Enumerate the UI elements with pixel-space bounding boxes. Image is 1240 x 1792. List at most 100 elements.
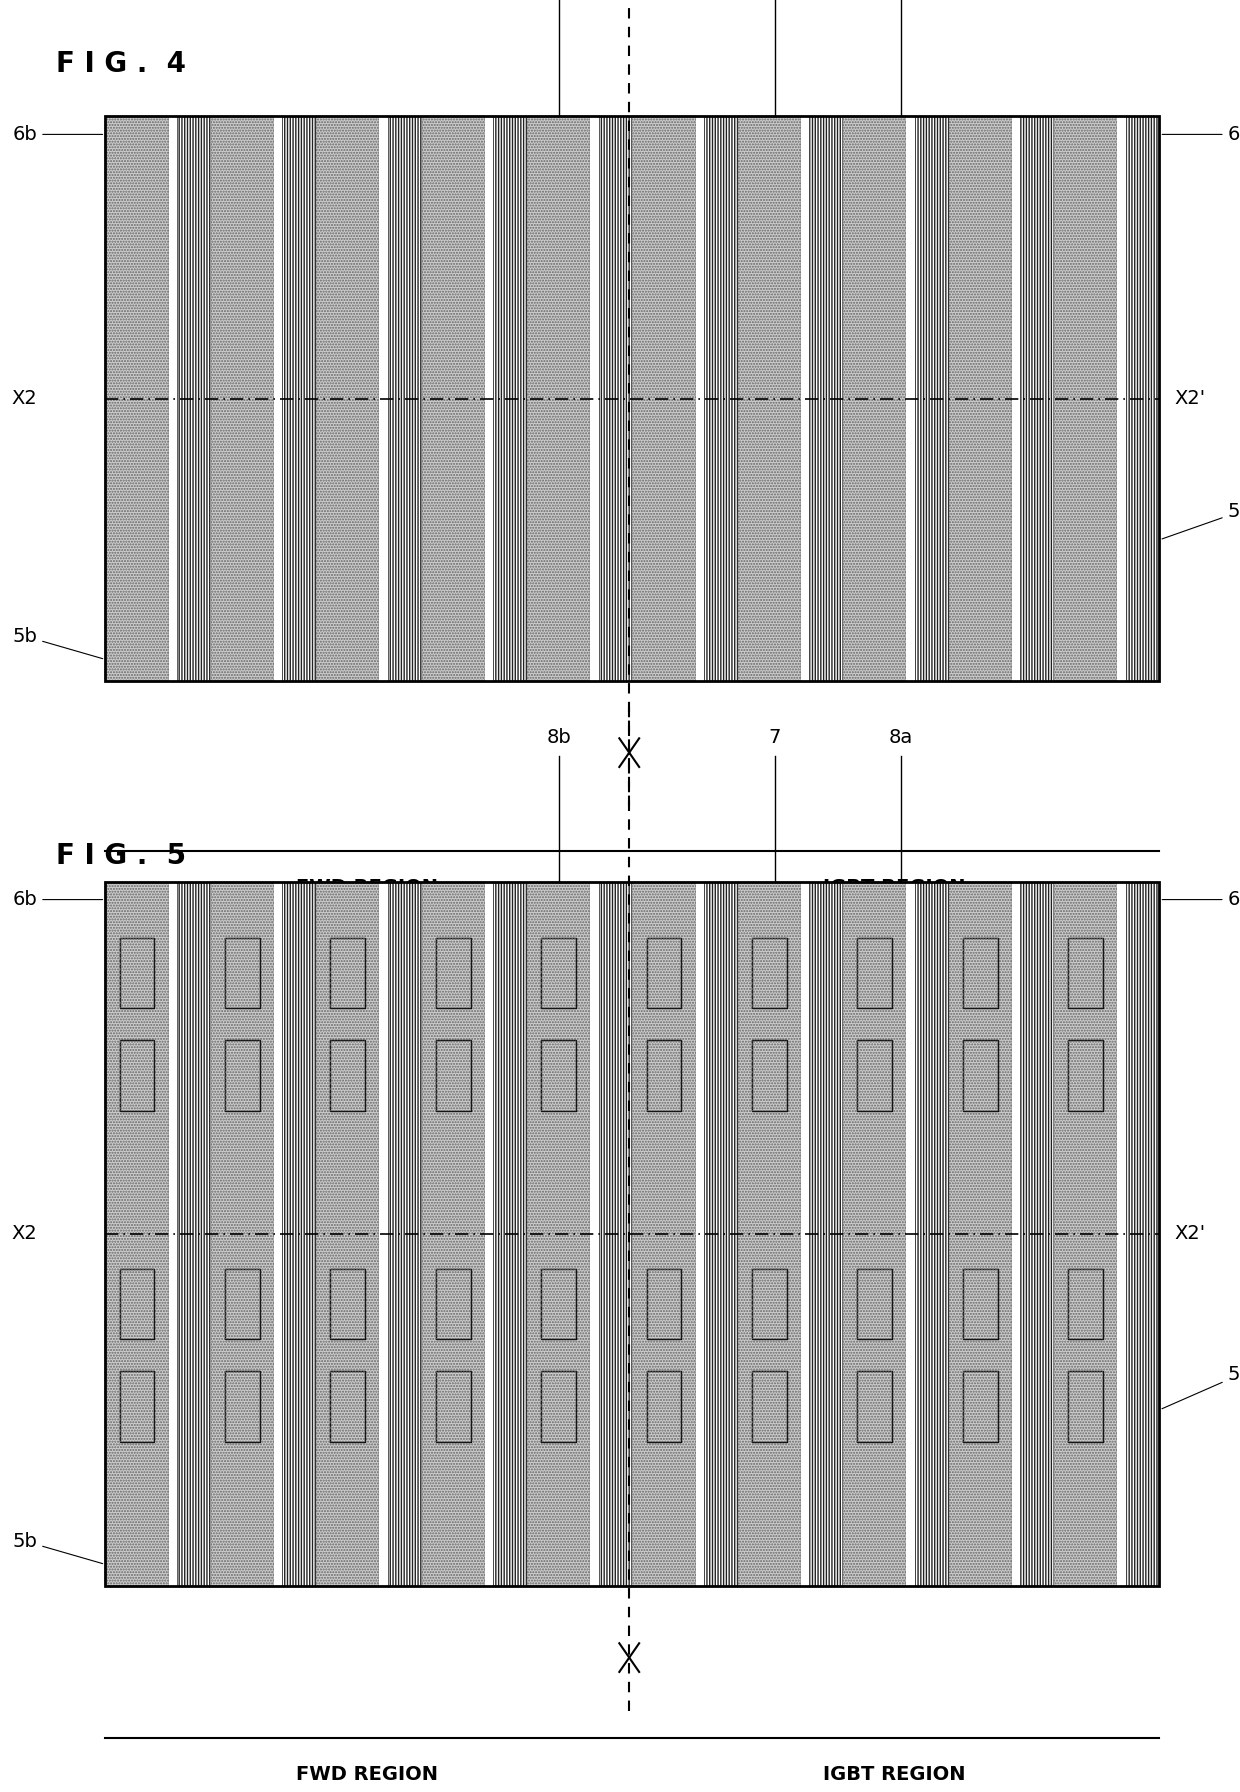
- Bar: [119, 1039, 155, 1111]
- Bar: [177, 116, 211, 681]
- Bar: [283, 116, 316, 681]
- Text: 8a: 8a: [889, 728, 914, 747]
- Bar: [1126, 116, 1159, 681]
- Bar: [422, 882, 485, 1586]
- Bar: [541, 1039, 577, 1111]
- Bar: [962, 1039, 998, 1111]
- Bar: [915, 882, 949, 1586]
- Bar: [646, 937, 682, 1009]
- Bar: [494, 882, 527, 1586]
- Bar: [224, 1269, 260, 1339]
- Bar: [224, 1371, 260, 1441]
- Text: 5b: 5b: [12, 1532, 103, 1564]
- Bar: [704, 882, 738, 1586]
- Bar: [843, 116, 906, 681]
- Bar: [751, 937, 787, 1009]
- Bar: [105, 116, 1159, 681]
- Bar: [962, 1269, 998, 1339]
- Bar: [751, 1371, 787, 1441]
- Bar: [590, 116, 599, 681]
- Bar: [1126, 882, 1159, 1586]
- Bar: [949, 116, 1012, 681]
- Text: 5a: 5a: [1162, 502, 1240, 539]
- Bar: [494, 116, 527, 681]
- Bar: [211, 116, 274, 681]
- Bar: [330, 937, 366, 1009]
- Bar: [1117, 116, 1126, 681]
- Bar: [810, 882, 843, 1586]
- Bar: [906, 116, 915, 681]
- Bar: [962, 1039, 998, 1111]
- Bar: [646, 1269, 682, 1339]
- Bar: [388, 882, 422, 1586]
- Bar: [527, 116, 590, 681]
- Bar: [801, 116, 810, 681]
- Text: FWD REGION: FWD REGION: [296, 1765, 438, 1785]
- Bar: [105, 882, 169, 1586]
- Bar: [177, 116, 211, 681]
- Text: 5b: 5b: [12, 627, 103, 659]
- Text: 6a: 6a: [1162, 891, 1240, 909]
- Text: X2: X2: [11, 1224, 37, 1244]
- Bar: [541, 1039, 577, 1111]
- Bar: [962, 1269, 998, 1339]
- Bar: [632, 882, 696, 1586]
- Bar: [1068, 937, 1104, 1009]
- Bar: [169, 882, 177, 1586]
- Bar: [379, 882, 388, 1586]
- Bar: [857, 937, 893, 1009]
- Bar: [1117, 882, 1126, 1586]
- Bar: [599, 116, 632, 681]
- Bar: [906, 882, 915, 1586]
- Bar: [915, 882, 949, 1586]
- Bar: [810, 116, 843, 681]
- Bar: [330, 1371, 366, 1441]
- Bar: [696, 882, 704, 1586]
- Bar: [422, 882, 485, 1586]
- Bar: [1054, 116, 1117, 681]
- Bar: [330, 1269, 366, 1339]
- Bar: [1126, 116, 1159, 681]
- Bar: [283, 116, 316, 681]
- Bar: [1126, 882, 1159, 1586]
- Bar: [422, 116, 485, 681]
- Bar: [857, 1039, 893, 1111]
- Bar: [283, 882, 316, 1586]
- Text: 7: 7: [769, 728, 781, 747]
- Bar: [632, 882, 696, 1586]
- Bar: [435, 1371, 471, 1441]
- Bar: [915, 116, 949, 681]
- Text: 6a: 6a: [1162, 125, 1240, 143]
- Bar: [224, 937, 260, 1009]
- Bar: [751, 1371, 787, 1441]
- Bar: [330, 1039, 366, 1111]
- Bar: [379, 116, 388, 681]
- Bar: [119, 1371, 155, 1441]
- Bar: [119, 937, 155, 1009]
- Bar: [599, 882, 632, 1586]
- Bar: [857, 1371, 893, 1441]
- Bar: [541, 1269, 577, 1339]
- Bar: [274, 116, 283, 681]
- Bar: [646, 1371, 682, 1441]
- Text: X2': X2': [1174, 389, 1205, 409]
- Bar: [119, 1371, 155, 1441]
- Bar: [316, 882, 379, 1586]
- Bar: [105, 116, 169, 681]
- Bar: [1012, 116, 1021, 681]
- Bar: [119, 1269, 155, 1339]
- Bar: [1012, 882, 1021, 1586]
- Bar: [494, 882, 527, 1586]
- Bar: [751, 1039, 787, 1111]
- Bar: [962, 937, 998, 1009]
- Bar: [119, 1039, 155, 1111]
- Bar: [494, 116, 527, 681]
- Bar: [105, 116, 1159, 681]
- Bar: [810, 882, 843, 1586]
- Bar: [857, 1371, 893, 1441]
- Bar: [316, 116, 379, 681]
- Bar: [1054, 116, 1117, 681]
- Bar: [1021, 882, 1054, 1586]
- Bar: [316, 882, 379, 1586]
- Bar: [915, 116, 949, 681]
